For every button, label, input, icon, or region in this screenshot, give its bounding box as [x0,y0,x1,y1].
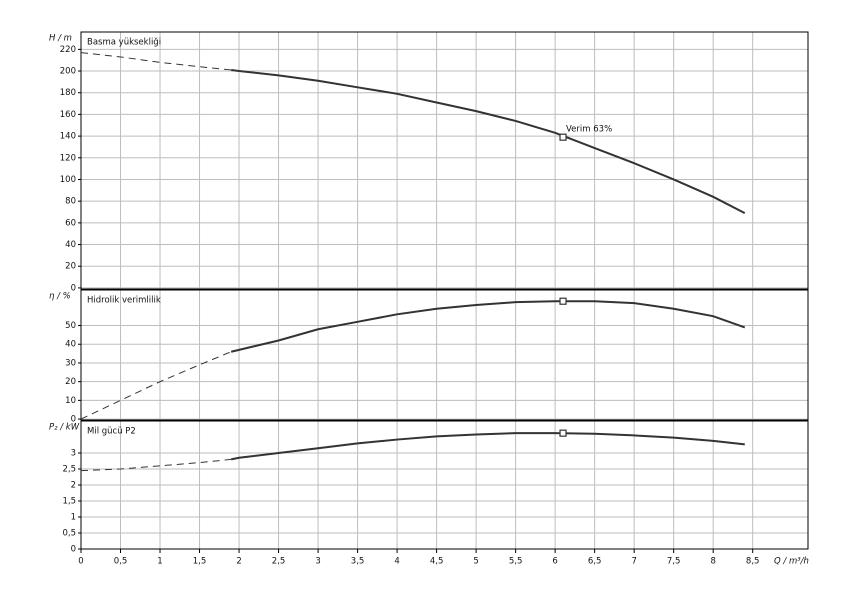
x-tick-label: 0 [78,557,83,567]
y-tick-label: 0 [71,415,76,425]
y-tick-label: 160 [60,110,76,120]
panel-title: Basma yüksekliği [87,38,161,48]
y-tick-label: 80 [65,197,76,207]
x-tick-label: 2 [236,557,241,567]
x-tick-label: 1 [157,557,162,567]
y-tick-label: 30 [65,358,76,368]
duty-point [559,429,567,437]
x-tick-label: 4 [394,557,399,567]
curve [230,300,746,353]
y-tick-label: 200 [60,67,76,77]
y-tick-label: 2,5 [62,465,76,475]
panel-title: Mil gücü P2 [87,427,136,437]
y-tick-label: 180 [60,88,76,98]
y-tick-label: 0 [71,283,76,293]
x-tick-label: 2,5 [272,557,286,567]
panel-frame [80,31,809,290]
x-tick-label: 6 [552,557,557,567]
y-tick-label: 1,5 [62,497,76,507]
annotation: Verim 63% [566,125,612,135]
y-tick-label: 3 [71,449,76,459]
x-tick-label: 5,5 [509,557,523,567]
x-axis-label: Q / m³/h [774,557,809,567]
panel-frame [80,289,809,421]
y-tick-label: 2 [71,481,76,491]
curve [80,458,232,472]
panel-title: Hidrolik verimlilik [87,296,161,306]
y-tick-label: 10 [65,396,76,406]
y-tick-label: 140 [60,132,76,142]
curve [80,52,232,71]
y-tick-label: 20 [65,262,76,272]
y-tick-label: 40 [65,340,76,350]
curve [231,68,746,214]
x-tick-label: 8,5 [746,557,760,567]
curve [230,432,745,461]
x-tick-label: 4,5 [430,557,444,567]
y-tick-label: 220 [60,45,76,55]
duty-point [559,133,567,141]
panel-frame [80,420,809,550]
y-tick-label: 1 [71,513,76,523]
y-tick-label: 0,5 [62,529,76,539]
y-tick-label: 0 [71,545,76,555]
x-tick-label: 7 [631,557,636,567]
duty-point [559,297,567,305]
x-tick-label: 5 [473,557,478,567]
x-tick-label: 0,5 [114,557,128,567]
y-axis-label: P₂ / kW [49,423,80,433]
curve [80,351,232,420]
y-tick-label: 40 [65,240,76,250]
x-tick-label: 3 [315,557,320,567]
y-tick-label: 20 [65,377,76,387]
x-tick-label: 1,5 [193,557,207,567]
y-tick-label: 120 [60,153,76,163]
x-tick-label: 7,5 [667,557,681,567]
x-tick-label: 3,5 [351,557,365,567]
x-tick-label: 8 [710,557,715,567]
y-tick-label: 60 [65,218,76,228]
y-tick-label: 100 [60,175,76,185]
x-tick-label: 6,5 [588,557,602,567]
y-axis-label: H / m [49,34,72,44]
y-tick-label: 50 [65,321,76,331]
y-axis-label: η / % [49,292,71,302]
